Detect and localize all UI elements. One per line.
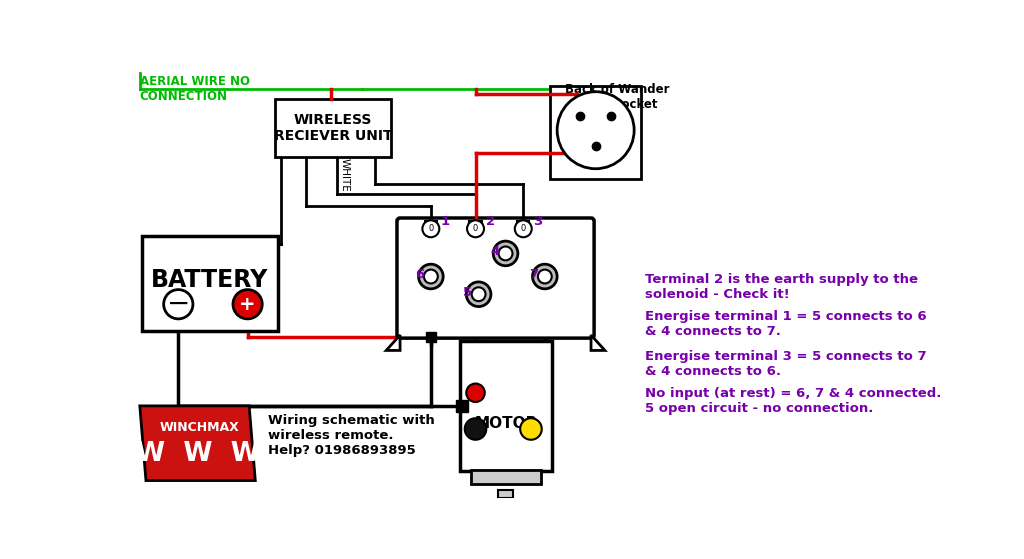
Circle shape bbox=[419, 264, 443, 289]
Text: +: + bbox=[240, 295, 256, 314]
Text: 5: 5 bbox=[463, 286, 472, 299]
Text: 1: 1 bbox=[441, 215, 450, 228]
Text: 3: 3 bbox=[534, 215, 543, 228]
Text: Back of Wander
Lead Socket: Back of Wander Lead Socket bbox=[565, 83, 670, 111]
Text: No input (at rest) = 6, 7 & 4 connected.
5 open circuit - no connection.: No input (at rest) = 6, 7 & 4 connected.… bbox=[645, 387, 941, 415]
Circle shape bbox=[538, 269, 552, 283]
Circle shape bbox=[465, 418, 486, 440]
Text: Wiring schematic with
wireless remote.
Help? 01986893895: Wiring schematic with wireless remote. H… bbox=[267, 414, 434, 457]
Circle shape bbox=[515, 220, 531, 237]
Circle shape bbox=[164, 290, 193, 319]
Text: 0: 0 bbox=[428, 224, 433, 233]
Circle shape bbox=[424, 269, 438, 283]
FancyBboxPatch shape bbox=[142, 236, 278, 331]
Circle shape bbox=[467, 220, 484, 237]
Circle shape bbox=[422, 220, 439, 237]
Text: MOTOR: MOTOR bbox=[474, 416, 538, 430]
Circle shape bbox=[499, 247, 512, 260]
Circle shape bbox=[233, 290, 262, 319]
Text: WINCHMAX: WINCHMAX bbox=[159, 421, 239, 434]
Text: −: − bbox=[167, 290, 189, 318]
Text: WHITE: WHITE bbox=[340, 158, 350, 192]
FancyBboxPatch shape bbox=[460, 341, 552, 471]
Bar bbox=[498, 490, 513, 498]
Text: 0: 0 bbox=[520, 224, 526, 233]
Circle shape bbox=[472, 287, 485, 301]
Circle shape bbox=[494, 241, 518, 266]
Bar bbox=[425, 221, 437, 230]
Text: 4: 4 bbox=[490, 245, 500, 258]
Text: Energise terminal 3 = 5 connects to 7
& 4 connects to 6.: Energise terminal 3 = 5 connects to 7 & … bbox=[645, 350, 927, 378]
Polygon shape bbox=[386, 335, 400, 350]
Text: 7: 7 bbox=[529, 268, 539, 281]
Bar bbox=[517, 221, 529, 230]
Bar bbox=[469, 221, 481, 230]
Circle shape bbox=[466, 282, 490, 306]
Polygon shape bbox=[591, 335, 605, 350]
FancyBboxPatch shape bbox=[397, 218, 594, 338]
Text: W  W  W: W W W bbox=[135, 441, 259, 467]
Text: WIRELESS
RECIEVER UNIT: WIRELESS RECIEVER UNIT bbox=[273, 113, 392, 144]
Text: Energise terminal 1 = 5 connects to 6
& 4 connects to 7.: Energise terminal 1 = 5 connects to 6 & … bbox=[645, 310, 927, 338]
Text: BATTERY: BATTERY bbox=[152, 268, 268, 292]
Circle shape bbox=[520, 418, 542, 440]
Bar bbox=[471, 470, 541, 484]
Circle shape bbox=[532, 264, 557, 289]
Circle shape bbox=[557, 92, 634, 169]
Circle shape bbox=[466, 383, 484, 402]
Text: 6: 6 bbox=[416, 268, 425, 281]
Text: AERIAL WIRE NO
CONNECTION: AERIAL WIRE NO CONNECTION bbox=[140, 75, 250, 103]
FancyBboxPatch shape bbox=[275, 100, 391, 157]
FancyBboxPatch shape bbox=[550, 86, 641, 179]
Polygon shape bbox=[140, 406, 255, 481]
Text: 0: 0 bbox=[473, 224, 478, 233]
Text: 2: 2 bbox=[485, 215, 495, 228]
Text: Terminal 2 is the earth supply to the
solenoid - Check it!: Terminal 2 is the earth supply to the so… bbox=[645, 273, 918, 301]
